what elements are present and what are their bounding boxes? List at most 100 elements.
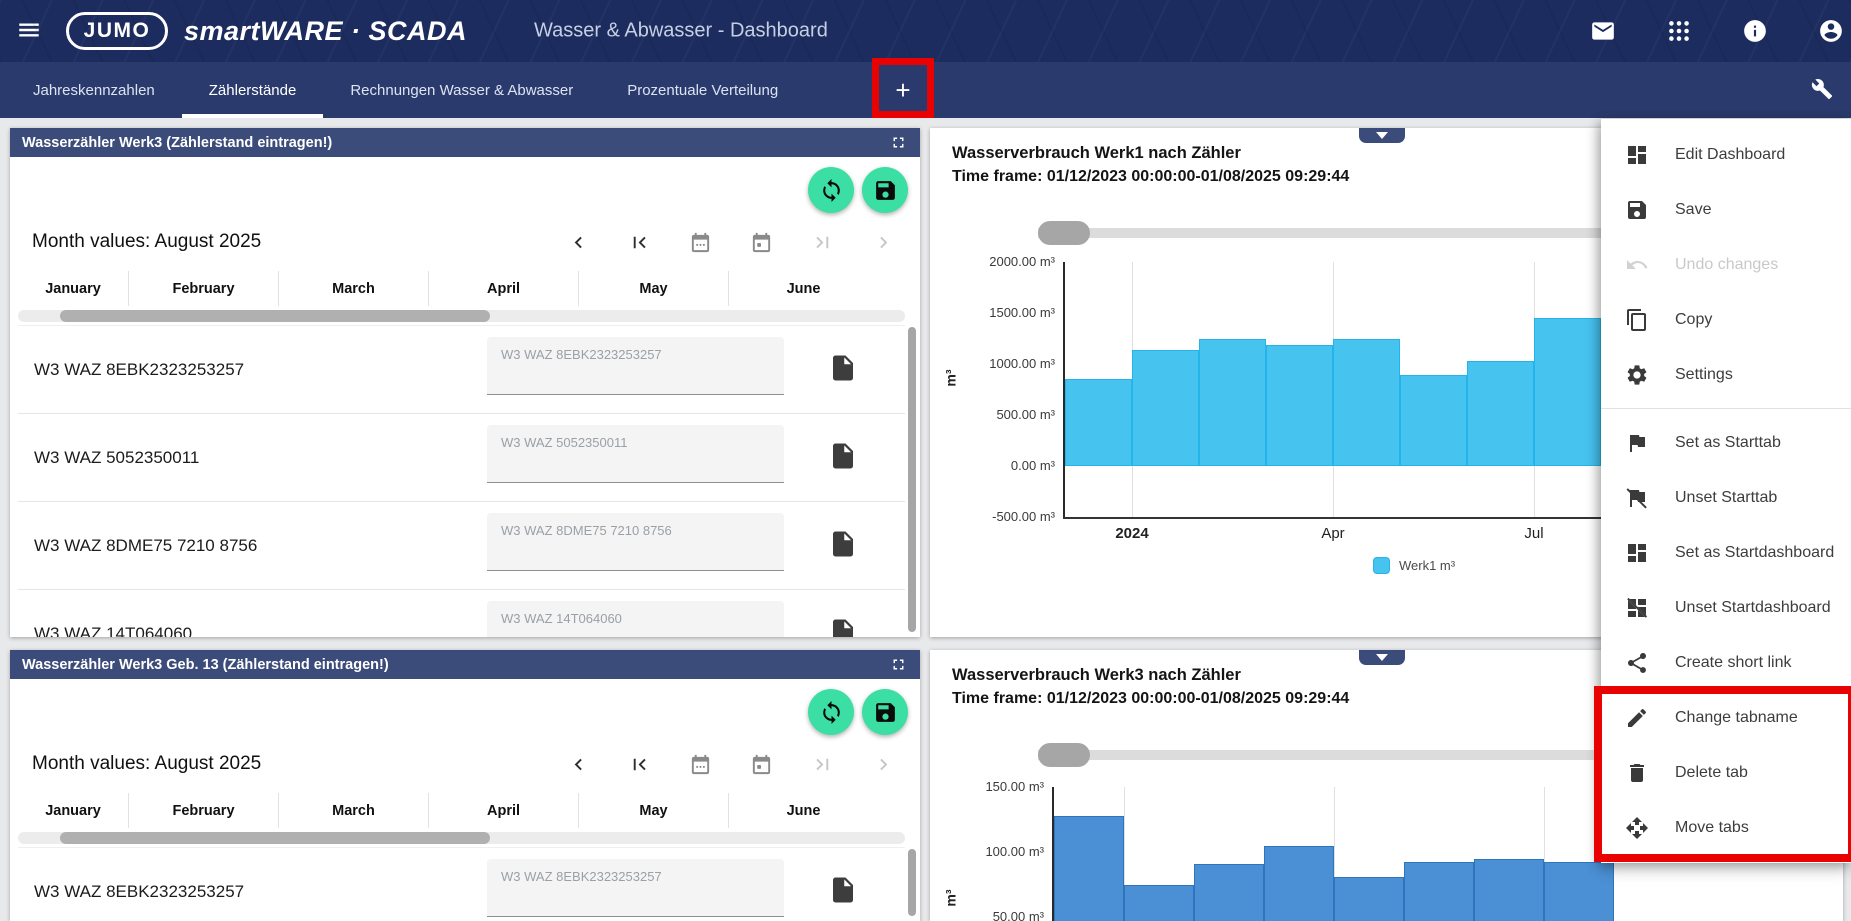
- time-slider-track[interactable]: [1038, 750, 1843, 760]
- refresh-button[interactable]: [808, 689, 854, 735]
- tab-z-hlerst-nde[interactable]: Zählerstände: [181, 62, 324, 118]
- bar: [1266, 344, 1333, 466]
- calendar-day-icon[interactable]: [750, 230, 774, 254]
- tab-bar: Jahreskennzahlen Zählerstände Rechnungen W…: [0, 62, 1851, 118]
- bar: [1474, 858, 1544, 921]
- hamburger-menu-icon[interactable]: [14, 16, 44, 46]
- y-axis-line: [1052, 787, 1054, 921]
- menu-item-label: Unset Startdashboard: [1675, 598, 1831, 616]
- y-tick-label: 100.00 m³: [985, 844, 1044, 859]
- time-slider-track[interactable]: [1038, 228, 1843, 238]
- meter-row: W3 WAZ 14T064060: [18, 590, 905, 637]
- add-tab-button[interactable]: +: [886, 62, 920, 118]
- horizontal-scrollbar[interactable]: [18, 832, 905, 844]
- first-page-icon[interactable]: [628, 230, 652, 254]
- undo-icon: [1625, 253, 1649, 277]
- wrench-icon[interactable]: [1810, 78, 1834, 102]
- calendar-month-icon[interactable]: [689, 752, 713, 776]
- calendar-month-icon[interactable]: [689, 230, 713, 254]
- menu-item-edit-dashboard[interactable]: Edit Dashboard: [1601, 127, 1851, 182]
- menu-item-label: Undo changes: [1675, 255, 1779, 273]
- meter-value-input[interactable]: [487, 601, 784, 637]
- page-title: Wasser & Abwasser - Dashboard: [534, 19, 828, 42]
- vertical-scrollbar[interactable]: [908, 327, 916, 632]
- menu-item-set-as-starttab[interactable]: Set as Starttab: [1601, 415, 1851, 470]
- file-icon[interactable]: [828, 529, 858, 563]
- fullscreen-icon[interactable]: [890, 656, 908, 674]
- chart-legend[interactable]: Werk1 m³: [1373, 557, 1455, 574]
- menu-item-label: Settings: [1675, 365, 1733, 383]
- menu-item-delete-tab[interactable]: Delete tab: [1601, 745, 1851, 800]
- meter-value-input[interactable]: [487, 337, 784, 395]
- save-button[interactable]: [862, 689, 908, 735]
- info-icon[interactable]: [1742, 18, 1768, 44]
- horizontal-scrollbar-thumb[interactable]: [60, 832, 490, 844]
- chart-gridline: [1544, 787, 1545, 921]
- panel-wasserzaehler-werk3: Wasserzähler Werk3 (Zählerstand eintrage…: [10, 128, 920, 637]
- y-tick-label: 1000.00 m³: [989, 356, 1055, 371]
- meter-row: W3 WAZ 8EBK2323253257: [18, 326, 905, 414]
- time-slider-handle[interactable]: [1038, 743, 1090, 767]
- first-page-icon[interactable]: [628, 752, 652, 776]
- column-header-may: May: [578, 271, 728, 306]
- menu-item-label: Edit Dashboard: [1675, 145, 1786, 163]
- file-icon[interactable]: [828, 875, 858, 909]
- collapse-panel-button[interactable]: [1359, 128, 1405, 143]
- tab-jahreskennzahlen[interactable]: Jahreskennzahlen: [6, 62, 182, 118]
- menu-item-move-tabs[interactable]: Move tabs: [1601, 800, 1851, 855]
- file-icon[interactable]: [828, 617, 858, 637]
- jum-logo: JUMO: [66, 12, 168, 50]
- chevron-left-icon[interactable]: [567, 752, 591, 776]
- menu-item-unset-starttab[interactable]: Unset Starttab: [1601, 470, 1851, 525]
- column-header-january: January: [45, 280, 101, 297]
- menu-item-label: Set as Startdashboard: [1675, 543, 1835, 561]
- menu-item-label: Unset Starttab: [1675, 488, 1778, 506]
- menu-item-copy[interactable]: Copy: [1601, 292, 1851, 347]
- save-button[interactable]: [862, 167, 908, 213]
- panel-wasserzaehler-werk3-geb13: Wasserzähler Werk3 Geb. 13 (Zählerstand …: [10, 650, 920, 921]
- menu-item-unset-startdashboard[interactable]: Unset Startdashboard: [1601, 580, 1851, 635]
- meter-name: W3 WAZ 14T064060: [34, 623, 193, 638]
- menu-item-create-short-link[interactable]: Create short link: [1601, 635, 1851, 690]
- meter-rows: W3 WAZ 8EBK2323253257 W3 WAZ 5052350011 W3…: [18, 325, 905, 637]
- fullscreen-icon[interactable]: [890, 134, 908, 152]
- chart-gridline: [1334, 787, 1335, 921]
- account-icon[interactable]: [1818, 18, 1844, 44]
- tab-prozentuale-verteilung[interactable]: Prozentuale Verteilung: [600, 62, 805, 118]
- y-tick-label: 1500.00 m³: [989, 305, 1055, 320]
- vertical-scrollbar[interactable]: [908, 849, 916, 916]
- file-icon[interactable]: [828, 441, 858, 475]
- meter-value-input[interactable]: [487, 859, 784, 917]
- menu-item-change-tabname[interactable]: Change tabname: [1601, 690, 1851, 745]
- meter-value-input[interactable]: [487, 513, 784, 571]
- chevron-left-icon[interactable]: [567, 230, 591, 254]
- move-icon: [1625, 816, 1649, 840]
- refresh-button[interactable]: [808, 167, 854, 213]
- file-icon[interactable]: [828, 353, 858, 387]
- apps-icon[interactable]: [1666, 18, 1692, 44]
- horizontal-scrollbar-thumb[interactable]: [60, 310, 490, 322]
- mail-icon[interactable]: [1590, 18, 1616, 44]
- bar: [1534, 318, 1601, 466]
- menu-item-label: Change tabname: [1675, 708, 1798, 726]
- chart-timeframe: Time frame: 01/12/2023 00:00:00-01/08/20…: [952, 690, 1350, 707]
- menu-item-set-as-startdashboard[interactable]: Set as Startdashboard: [1601, 525, 1851, 580]
- menu-item-settings[interactable]: Settings: [1601, 347, 1851, 402]
- menu-item-save[interactable]: Save: [1601, 182, 1851, 237]
- y-tick-label: 500.00 m³: [996, 407, 1055, 422]
- flag-off-icon: [1625, 486, 1649, 510]
- horizontal-scrollbar[interactable]: [18, 310, 905, 322]
- chart-timeframe: Time frame: 01/12/2023 00:00:00-01/08/20…: [952, 168, 1350, 185]
- meter-name: W3 WAZ 8DME75 7210 8756: [34, 535, 258, 555]
- collapse-panel-button[interactable]: [1359, 650, 1405, 665]
- meter-value-input[interactable]: [487, 425, 784, 483]
- time-slider-handle[interactable]: [1038, 221, 1090, 245]
- month-toolbar: Month values: August 2025: [32, 224, 896, 260]
- header-actions: [1590, 0, 1844, 62]
- tab-rechnungen-wasser-abwasser[interactable]: Rechnungen Wasser & Abwasser: [323, 62, 600, 118]
- chevron-right-icon: [872, 230, 896, 254]
- calendar-day-icon[interactable]: [750, 752, 774, 776]
- column-header-february: February: [128, 271, 278, 306]
- column-header-april: April: [428, 271, 578, 306]
- column-header-february: February: [128, 793, 278, 828]
